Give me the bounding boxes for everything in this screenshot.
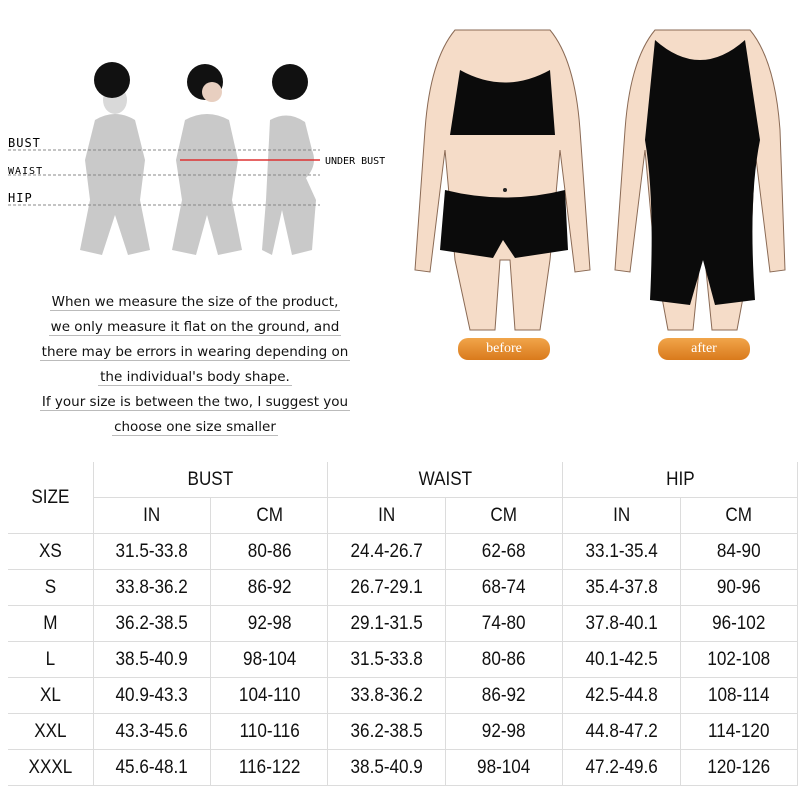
size-row: XS 31.5-33.8 80-86 24.4-26.7 62-68 33.1-35.4 8… (8, 533, 798, 570)
note-line: If your size is between the two, I sugge… (39, 394, 351, 411)
measurement-cell: 86-92 (450, 677, 558, 714)
measurement-cell: 33.8-36.2 (333, 677, 440, 714)
unit-header: CM (450, 497, 558, 534)
note-line: When we measure the size of the product, (49, 294, 341, 311)
unit-header: IN (333, 497, 440, 534)
measurement-cell: 120-126 (685, 749, 793, 786)
measurement-note: When we measure the size of the product,… (0, 290, 390, 440)
size-cell: M (12, 605, 90, 642)
measurement-cell: 86-92 (216, 569, 323, 606)
bust-label: BUST (8, 136, 41, 150)
measurement-cell: 98-104 (216, 641, 323, 678)
measurement-cell: 37.8-40.1 (568, 605, 675, 642)
size-row: XL 40.9-43.3 104-110 33.8-36.2 86-92 42.5-44.… (8, 677, 798, 714)
under-bust-label: UNDER BUST (325, 156, 385, 167)
size-row: M 36.2-38.5 92-98 29.1-31.5 74-80 37.8-40.1 96… (8, 605, 798, 642)
measurement-cell: 42.5-44.8 (568, 677, 675, 714)
measurement-cell: 43.3-45.6 (98, 713, 206, 750)
hip-header: HIP (573, 462, 787, 498)
size-chart-table: SIZE BUST WAIST HIP IN CM IN CM IN CM XS 31.5-… (8, 462, 798, 786)
size-row: XXL 43.3-45.6 110-116 36.2-38.5 92-98 44.8-47… (8, 713, 798, 750)
measurement-cell: 31.5-33.8 (98, 533, 206, 570)
waist-header: WAIST (339, 462, 552, 498)
measurement-cell: 114-120 (685, 713, 793, 750)
waist-label: WAIST (8, 166, 43, 177)
unit-header: IN (99, 497, 206, 534)
measurement-cell: 36.2-38.5 (98, 605, 206, 642)
size-row: S 33.8-36.2 86-92 26.7-29.1 68-74 35.4-37.8 90… (8, 569, 798, 606)
measurement-cell: 92-98 (450, 713, 558, 750)
size-cell: S (12, 569, 90, 606)
hip-label: HIP (8, 191, 33, 205)
size-cell: XL (12, 677, 90, 714)
note-line: the individual's body shape. (98, 369, 292, 386)
size-cell: XXXL (12, 749, 90, 786)
unit-header: CM (216, 497, 323, 534)
measurement-cell: 80-86 (450, 641, 558, 678)
measurement-cell: 104-110 (216, 677, 323, 714)
measurement-cell: 40.9-43.3 (98, 677, 206, 714)
after-label: after (658, 338, 750, 360)
note-line: choose one size smaller (112, 419, 278, 436)
measurement-cell: 29.1-31.5 (333, 605, 440, 642)
measurement-figures-illustration: BUST WAIST HIP UNDER BUST (8, 62, 385, 255)
measurement-cell: 74-80 (450, 605, 558, 642)
size-row: L 38.5-40.9 98-104 31.5-33.8 80-86 40.1-42.5 1… (8, 641, 798, 678)
measurement-cell: 35.4-37.8 (568, 569, 675, 606)
measurement-cell: 44.8-47.2 (568, 713, 675, 750)
measurement-cell: 92-98 (216, 605, 323, 642)
bust-header: BUST (104, 462, 317, 498)
measurement-cell: 116-122 (216, 749, 323, 786)
size-cell: XS (12, 533, 90, 570)
measurement-cell: 98-104 (450, 749, 558, 786)
size-row: XXXL 45.6-48.1 116-122 38.5-40.9 98-104 47.2-… (8, 749, 798, 786)
measurement-cell: 26.7-29.1 (333, 569, 440, 606)
measurement-cell: 110-116 (216, 713, 323, 750)
measurement-cell: 62-68 (450, 533, 558, 570)
measurement-cell: 33.8-36.2 (98, 569, 206, 606)
before-label: before (458, 338, 550, 360)
before-after-illustration: before after (414, 29, 786, 360)
note-line: there may be errors in wearing depending… (39, 344, 351, 361)
measurement-cell: 31.5-33.8 (333, 641, 440, 678)
note-line: we only measure it flat on the ground, a… (48, 319, 342, 336)
measurement-cell: 84-90 (685, 533, 793, 570)
measurement-cell: 33.1-35.4 (568, 533, 675, 570)
size-header: SIZE (12, 462, 90, 534)
size-cell: XXL (12, 713, 90, 750)
measurement-cell: 38.5-40.9 (98, 641, 206, 678)
size-cell: L (12, 641, 90, 678)
measurement-cell: 36.2-38.5 (333, 713, 440, 750)
measurement-cell: 68-74 (450, 569, 558, 606)
measurement-cell: 40.1-42.5 (568, 641, 675, 678)
measurement-cell: 38.5-40.9 (333, 749, 440, 786)
measurement-cell: 108-114 (685, 677, 793, 714)
measurement-cell: 96-102 (685, 605, 793, 642)
measurement-cell: 102-108 (685, 641, 793, 678)
unit-header: IN (568, 497, 675, 534)
measurement-cell: 90-96 (685, 569, 793, 606)
measurement-cell: 80-86 (216, 533, 323, 570)
measurement-cell: 24.4-26.7 (333, 533, 440, 570)
unit-header: CM (685, 497, 793, 534)
measurement-cell: 45.6-48.1 (98, 749, 206, 786)
measurement-cell: 47.2-49.6 (568, 749, 675, 786)
